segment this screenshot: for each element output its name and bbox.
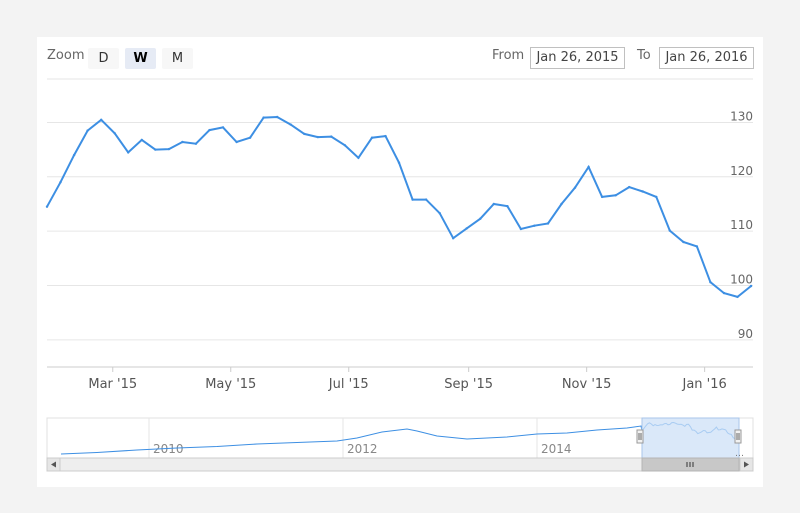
data-point — [370, 136, 374, 139]
data-point — [248, 136, 252, 139]
data-point — [100, 118, 103, 122]
data-point — [276, 115, 279, 119]
chart-svg: 90 100 110 120 130 Mar '15 May '15 Jul '15 Sep … — [45, 78, 754, 472]
data-point — [140, 138, 143, 142]
to-label: To — [637, 48, 651, 63]
data-point — [438, 212, 441, 215]
data-point — [167, 147, 171, 151]
data-point — [519, 227, 523, 231]
data-point — [452, 237, 455, 240]
from-date-input[interactable]: Jan 26, 2015 — [530, 47, 625, 69]
data-point — [397, 161, 401, 164]
data-point — [479, 217, 482, 220]
x-tick-label: Nov '15 — [562, 377, 612, 392]
data-point — [154, 148, 157, 151]
zoom-label: Zoom — [47, 48, 85, 63]
x-tick-label: Jan '16 — [681, 377, 726, 392]
x-tick-label: Sep '15 — [444, 377, 493, 392]
data-point — [668, 229, 671, 232]
data-point — [655, 195, 658, 199]
data-point — [492, 202, 495, 206]
to-date-input[interactable]: Jan 26, 2016 — [659, 47, 754, 69]
zoom-week-button[interactable]: W — [125, 48, 156, 69]
data-point — [262, 116, 265, 119]
data-point — [113, 132, 116, 135]
y-tick-label: 90 — [738, 327, 753, 341]
zoom-month-button[interactable]: M — [162, 48, 193, 69]
data-point — [546, 222, 550, 225]
data-point — [533, 224, 536, 227]
data-point — [208, 128, 211, 132]
y-tick-label: 100 — [730, 272, 753, 286]
data-point — [235, 140, 238, 144]
x-tick-label: Jul '15 — [328, 377, 369, 392]
data-point — [600, 195, 604, 199]
data-point — [59, 181, 62, 184]
arrow-left-icon — [51, 461, 56, 468]
x-tick-label: Mar '15 — [88, 377, 137, 392]
data-point — [181, 140, 184, 144]
navigator: 2010 2012 2014 … — [46, 417, 754, 472]
data-point — [194, 142, 198, 145]
y-tick-label: 130 — [730, 109, 753, 123]
data-point — [628, 185, 631, 189]
data-point — [465, 227, 468, 230]
data-point — [411, 198, 414, 201]
data-point — [221, 126, 225, 129]
data-point — [641, 190, 644, 193]
data-point — [682, 240, 685, 244]
data-point — [289, 123, 292, 126]
y-tick-label: 110 — [730, 218, 753, 232]
data-point — [722, 291, 726, 295]
y-tick-label: 120 — [730, 164, 753, 178]
data-point — [72, 153, 76, 157]
data-point — [749, 284, 753, 288]
data-point — [695, 245, 699, 248]
price-series-line — [46, 115, 752, 299]
data-point — [506, 205, 509, 208]
data-point — [357, 156, 360, 159]
navigator-tick-label: 2012 — [347, 442, 378, 456]
data-point — [86, 129, 89, 132]
from-label: From — [492, 48, 525, 63]
navigator-selected-range[interactable] — [641, 417, 740, 459]
data-point — [343, 144, 347, 147]
navigator-right-handle[interactable] — [734, 429, 742, 444]
data-point — [560, 202, 563, 206]
arrow-right-icon — [744, 461, 749, 468]
data-point — [384, 134, 387, 138]
data-point — [614, 194, 617, 197]
x-tick-label: May '15 — [205, 377, 256, 392]
data-point — [573, 186, 577, 189]
data-point — [330, 135, 333, 138]
navigator-left-handle[interactable] — [636, 429, 644, 444]
data-point — [709, 281, 712, 284]
data-point — [736, 295, 739, 299]
zoom-day-button[interactable]: D — [88, 48, 119, 69]
data-point — [45, 205, 49, 208]
data-point — [587, 165, 590, 169]
chart-card: Zoom D W M From Jan 26, 2015 To Jan 26, … — [37, 37, 763, 487]
navigator-tick-label: 2014 — [541, 442, 572, 456]
data-point — [127, 151, 130, 154]
data-point — [424, 198, 428, 201]
navigator-tick-label: 2010 — [153, 442, 184, 456]
svg-text:…: … — [735, 449, 744, 459]
data-point — [316, 135, 319, 139]
data-point — [303, 132, 306, 136]
